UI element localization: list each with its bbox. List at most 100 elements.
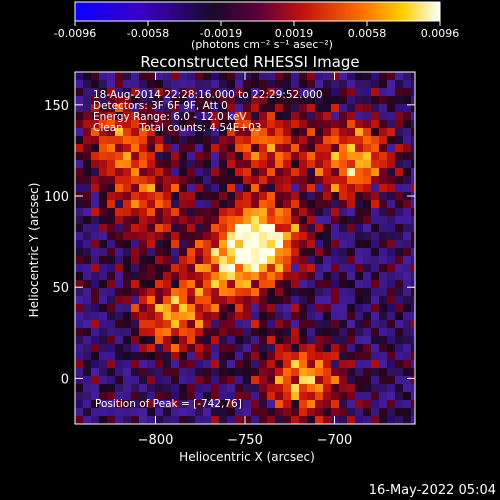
heatmap-cell [331,392,339,400]
heatmap-cell [187,208,195,216]
heatmap-cell [411,120,415,128]
heatmap-cell [139,80,147,88]
heatmap-cell [99,392,107,400]
heatmap-cell [283,248,291,256]
heatmap-cell [339,416,347,424]
heatmap-cell [323,192,331,200]
heatmap-cell [291,168,299,176]
heatmap-cell [387,232,395,240]
heatmap-cell [179,128,187,136]
heatmap-cell [259,248,267,256]
heatmap-cell [411,160,415,168]
heatmap-cell [187,88,195,96]
heatmap-cell [267,184,275,192]
heatmap-cell [299,288,307,296]
heatmap-cell [371,80,379,88]
heatmap-cell [275,256,283,264]
heatmap-cell [379,208,387,216]
heatmap-cell [395,232,403,240]
heatmap-cell [403,184,411,192]
heatmap-cell [347,248,355,256]
heatmap-cell [283,344,291,352]
heatmap-cell [371,168,379,176]
heatmap-cell [171,224,179,232]
heatmap-cell [147,336,155,344]
heatmap-cell [131,128,139,136]
heatmap-cell [379,264,387,272]
heatmap-cell [267,88,275,96]
heatmap-cell [363,200,371,208]
heatmap-cell [227,120,235,128]
heatmap-cell [315,208,323,216]
heatmap-cell [331,312,339,320]
heatmap-cell [147,208,155,216]
heatmap-cell [251,160,259,168]
heatmap-cell [139,248,147,256]
heatmap-cell [131,240,139,248]
heatmap-cell [355,384,363,392]
heatmap-cell [283,216,291,224]
heatmap-cell [355,288,363,296]
heatmap-cell [219,304,227,312]
heatmap-cell [395,368,403,376]
heatmap-cell [75,216,83,224]
heatmap-cell [163,368,171,376]
heatmap-cell [163,320,171,328]
heatmap-cell [411,336,415,344]
heatmap-cell [259,200,267,208]
heatmap-cell [235,240,243,248]
heatmap-cell [347,264,355,272]
heatmap-cell [211,160,219,168]
heatmap-cell [339,392,347,400]
heatmap-cell [83,216,91,224]
heatmap-cell [307,120,315,128]
heatmap-cell [211,136,219,144]
heatmap-cell [211,192,219,200]
heatmap-cell [187,416,195,424]
heatmap-cell [315,216,323,224]
heatmap-cell [75,392,83,400]
heatmap-cell [315,200,323,208]
heatmap-cell [211,416,219,424]
heatmap-cell [211,88,219,96]
heatmap-cell [355,144,363,152]
heatmap-cell [235,280,243,288]
heatmap-cell [411,176,415,184]
heatmap-cell [235,256,243,264]
heatmap-cell [291,248,299,256]
heatmap-cell [115,248,123,256]
heatmap-cell [347,144,355,152]
heatmap-cell [115,208,123,216]
heatmap-cell [83,96,91,104]
heatmap-cell [387,216,395,224]
heatmap-cell [83,296,91,304]
heatmap-cell [267,400,275,408]
heatmap-cell [347,400,355,408]
heatmap-cell [275,344,283,352]
heatmap-cell [251,272,259,280]
heatmap-cell [395,120,403,128]
heatmap-cell [355,192,363,200]
heatmap-cell [107,152,115,160]
heatmap-cell [91,288,99,296]
heatmap-cell [211,80,219,88]
heatmap-cell [83,88,91,96]
heatmap-cell [123,192,131,200]
heatmap-cell [299,152,307,160]
heatmap-cell [355,176,363,184]
heatmap-cell [107,232,115,240]
heatmap-cell [243,400,251,408]
heatmap-cell [179,192,187,200]
heatmap-cell [315,376,323,384]
heatmap-cell [275,152,283,160]
heatmap-cell [315,240,323,248]
heatmap-cell [171,320,179,328]
heatmap-cell [363,160,371,168]
heatmap-cell [131,216,139,224]
heatmap-cell [299,136,307,144]
heatmap-cell [323,400,331,408]
heatmap-cell [155,336,163,344]
heatmap-cell [171,88,179,96]
heatmap-cell [179,104,187,112]
heatmap-cell [347,304,355,312]
